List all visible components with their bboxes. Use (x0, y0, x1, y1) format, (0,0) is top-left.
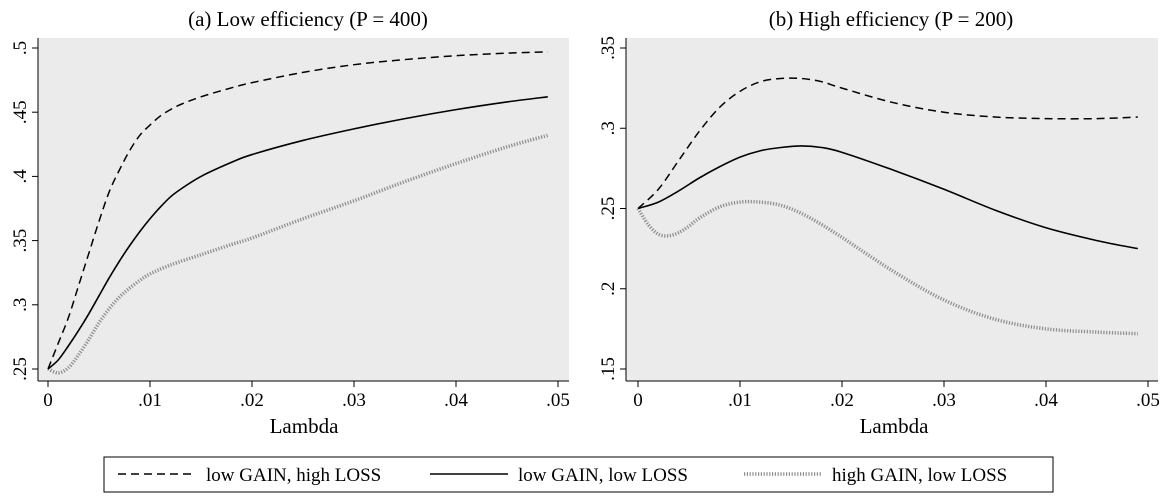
panel-b-y-tick-label: .35 (598, 36, 619, 60)
legend-item: low GAIN, low LOSS (430, 465, 688, 486)
panel-a-y-tick-label: .45 (10, 100, 31, 124)
panel-b-y-tick-label: .25 (598, 197, 619, 221)
panel-high-efficiency: (b) High efficiency (P = 200) 0 .01 .02 .03… (598, 7, 1160, 438)
panel-a-x-tick-label: .05 (546, 390, 570, 411)
panel-a-x-tick-label: .03 (342, 390, 366, 411)
panel-b-x-tick-label: .03 (932, 390, 956, 411)
legend-box (103, 456, 1054, 493)
panel-a-x-tick-label: .04 (444, 390, 468, 411)
panel-a-y-tick-label: .25 (10, 357, 31, 381)
panel-a-y-tick-label: .35 (10, 229, 31, 253)
panel-a-x-axis-label: Lambda (270, 414, 339, 438)
panel-low-efficiency: (a) Low efficiency (P = 400) 0 .01 .02 .03.… (10, 7, 570, 438)
panel-b-series-dashed (637, 77, 1138, 210)
panel-b-series-dotted (636, 199, 1138, 336)
legend-label: low GAIN, low LOSS (518, 465, 688, 486)
panel-b-x-tick-label: .01 (728, 390, 752, 411)
panel-b-x-axis-label: Lambda (860, 414, 929, 438)
panel-b-x-tick-label: .05 (1136, 390, 1160, 411)
legend: low GAIN, high LOSS low GAIN, low LOSS h… (103, 456, 1054, 493)
legend-item: high GAIN, low LOSS (744, 465, 1007, 486)
panel-b-plot-area (626, 38, 1158, 381)
panel-a-lines (47, 51, 549, 375)
panel-a-series-dotted (47, 133, 549, 375)
panel-a-series-solid (47, 95, 548, 370)
panel-b-y-tick-label: .3 (598, 121, 619, 135)
panel-a-series-dashed (47, 51, 548, 370)
legend-label: low GAIN, high LOSS (206, 465, 381, 486)
panel-a-y-tick-label: .4 (10, 169, 31, 184)
panel-a-y-tick-label: .5 (10, 41, 31, 55)
panel-b-x-tick-label: 0 (633, 390, 643, 411)
panel-a-x-tick-label: .01 (138, 390, 162, 411)
panel-a-title: (a) Low efficiency (P = 400) (188, 7, 428, 31)
panel-a-y-tick-label: .3 (10, 298, 31, 312)
panel-b-x-tick-label: .02 (830, 390, 854, 411)
panel-b-axes: 0 .01 .02 .03 .04 .05 .15 .2 .25 .3 .35 (598, 36, 1160, 411)
panel-b-y-tick-label: .15 (598, 357, 619, 381)
legend-item: low GAIN, high LOSS (118, 465, 381, 486)
panel-b-y-tick-label: .2 (598, 282, 619, 296)
panel-a-x-tick-label: .02 (240, 390, 264, 411)
panel-b-lines (636, 77, 1138, 336)
panel-a-plot-area (38, 38, 569, 381)
panel-b-x-tick-label: .04 (1034, 390, 1058, 411)
panel-a-axes: 0 .01 .02 .03 .04 .05 .25 .3 .35 .4 .45 .5 (10, 38, 570, 411)
panel-b-series-solid (637, 145, 1138, 250)
panel-b-title: (b) High efficiency (P = 200) (769, 7, 1014, 31)
panel-a-x-tick-label: 0 (43, 390, 53, 411)
legend-label: high GAIN, low LOSS (832, 465, 1007, 486)
